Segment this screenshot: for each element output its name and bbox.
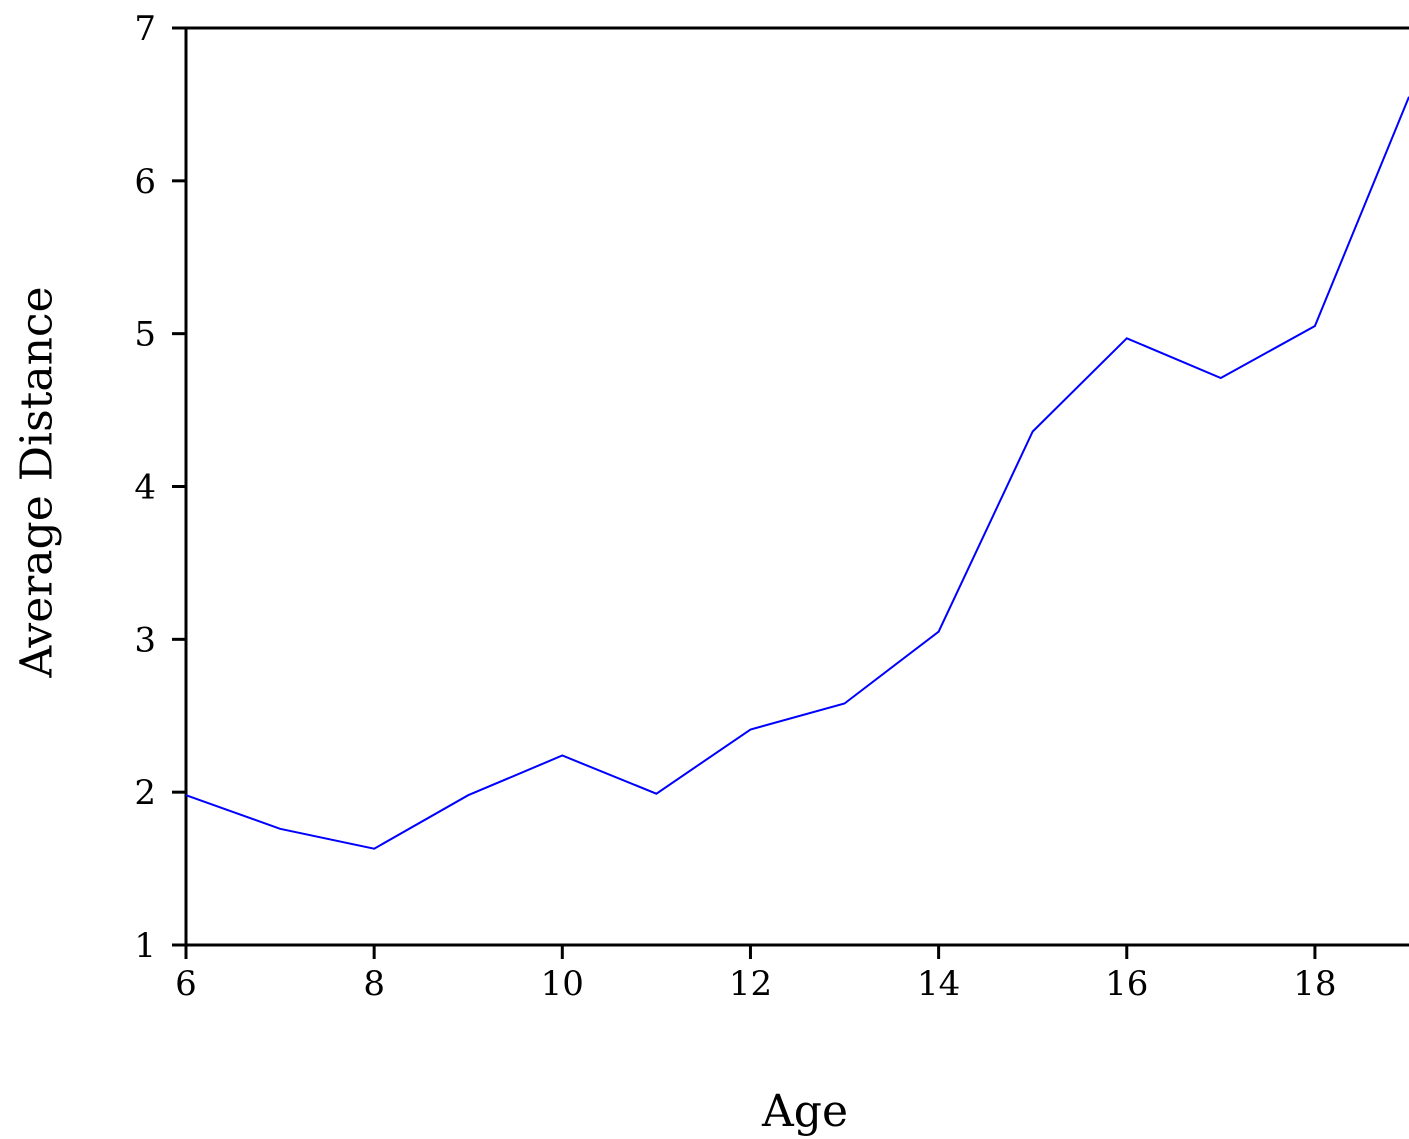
y-tick-label: 4 xyxy=(134,468,156,508)
x-tick-label: 18 xyxy=(1293,964,1336,1004)
x-tick-label: 16 xyxy=(1105,964,1148,1004)
y-tick-label: 2 xyxy=(134,773,156,813)
x-axis-title: Age xyxy=(761,1086,848,1137)
y-tick-label: 1 xyxy=(134,926,156,966)
x-tick-label: 10 xyxy=(541,964,584,1004)
y-axis-title: Average Distance xyxy=(12,286,63,678)
axes xyxy=(172,26,1409,947)
x-tick-label: 6 xyxy=(175,964,197,1004)
x-tick-label: 12 xyxy=(729,964,772,1004)
x-tick-label: 14 xyxy=(917,964,960,1004)
y-tick-label: 7 xyxy=(134,9,156,49)
y-tick-label: 6 xyxy=(134,162,156,202)
series-line-0 xyxy=(185,96,1409,850)
y-tick-label: 3 xyxy=(134,620,156,660)
series xyxy=(185,96,1409,850)
x-tick-label: 8 xyxy=(363,964,385,1004)
y-tick-label: 5 xyxy=(134,315,156,355)
